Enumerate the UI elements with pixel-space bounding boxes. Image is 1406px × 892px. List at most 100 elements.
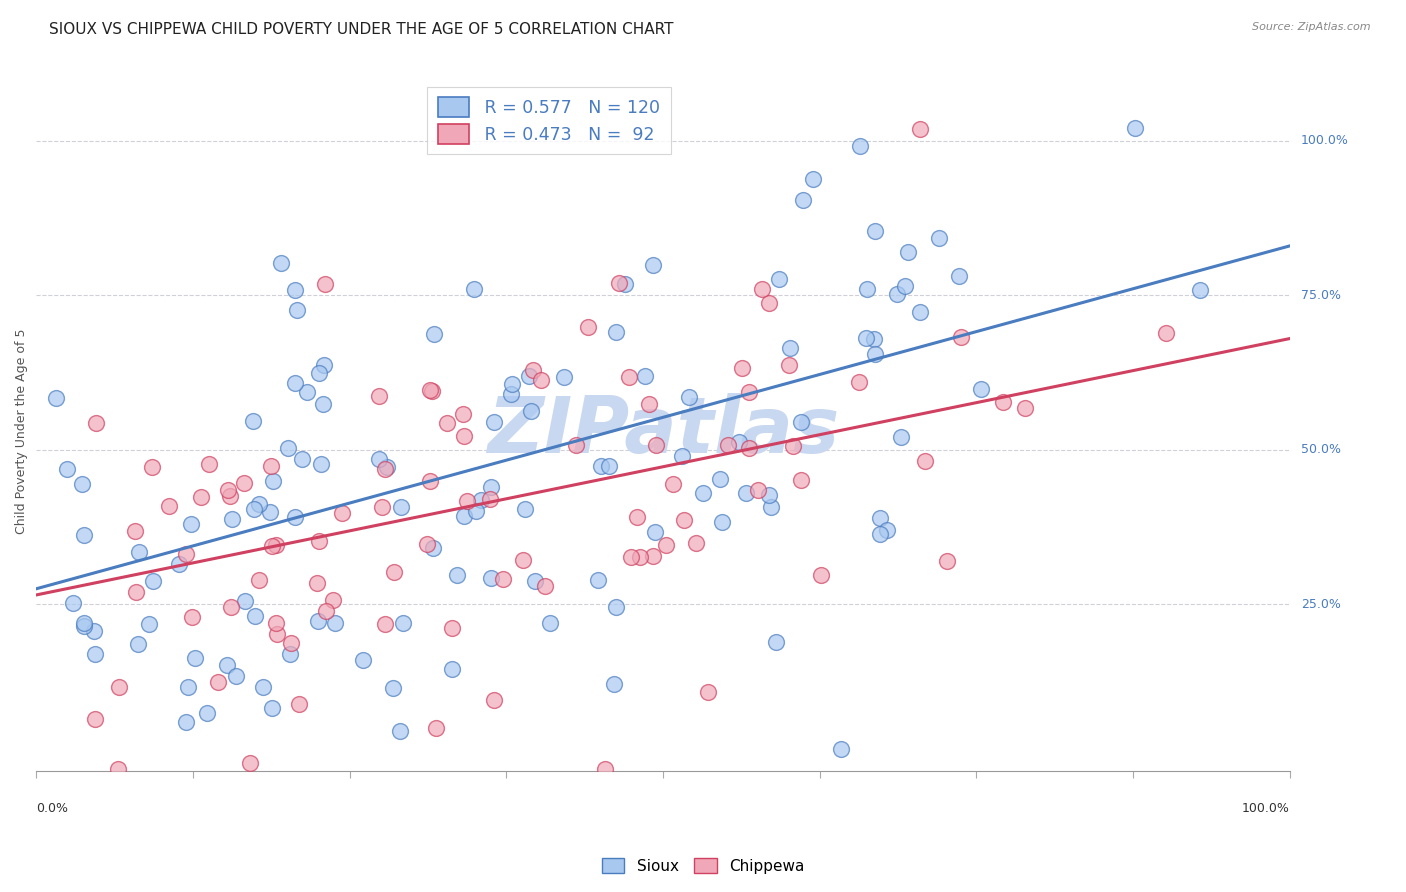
- Point: [73, 615, 96, 630]
- Point: [243, 609, 266, 624]
- Point: [848, 139, 870, 153]
- Point: [513, 502, 536, 516]
- Point: [620, 550, 643, 565]
- Point: [801, 172, 824, 186]
- Point: [586, 573, 609, 587]
- Point: [768, 272, 790, 286]
- Point: [84, 648, 107, 662]
- Point: [295, 384, 318, 399]
- Point: [415, 537, 437, 551]
- Point: [420, 384, 443, 399]
- Point: [322, 593, 344, 607]
- Point: [436, 416, 458, 430]
- Point: [524, 574, 547, 588]
- Point: [482, 415, 505, 429]
- Point: [181, 609, 204, 624]
- Point: [124, 524, 146, 539]
- Point: [517, 369, 540, 384]
- Point: [645, 438, 668, 452]
- Point: [375, 460, 398, 475]
- Point: [307, 615, 329, 629]
- Point: [280, 635, 302, 649]
- Point: [308, 366, 330, 380]
- Point: [717, 438, 740, 452]
- Point: [1154, 326, 1177, 340]
- Point: [522, 362, 544, 376]
- Point: [314, 277, 336, 291]
- Point: [84, 416, 107, 430]
- Point: [138, 617, 160, 632]
- Point: [233, 476, 256, 491]
- Point: [633, 369, 655, 384]
- Point: [392, 616, 415, 631]
- Point: [247, 574, 270, 588]
- Point: [626, 509, 648, 524]
- Point: [453, 407, 475, 421]
- Point: [456, 493, 478, 508]
- Point: [519, 404, 541, 418]
- Point: [195, 706, 218, 721]
- Point: [1014, 401, 1036, 416]
- Point: [374, 461, 396, 475]
- Point: [727, 435, 749, 450]
- Point: [446, 568, 468, 582]
- Point: [644, 525, 666, 540]
- Point: [908, 305, 931, 319]
- Point: [512, 553, 534, 567]
- Point: [278, 647, 301, 661]
- Point: [865, 347, 887, 361]
- Point: [184, 651, 207, 665]
- Point: [830, 741, 852, 756]
- Point: [128, 545, 150, 559]
- Point: [643, 258, 665, 272]
- Point: [464, 504, 486, 518]
- Point: [991, 395, 1014, 409]
- Point: [259, 505, 281, 519]
- Point: [591, 458, 613, 473]
- Point: [84, 712, 107, 726]
- Point: [641, 549, 664, 563]
- Point: [260, 458, 283, 473]
- Point: [73, 618, 96, 632]
- Point: [664, 790, 686, 805]
- Point: [765, 634, 787, 648]
- Point: [595, 762, 617, 776]
- Point: [419, 475, 441, 489]
- Point: [738, 384, 761, 399]
- Point: [284, 283, 307, 297]
- Point: [711, 516, 734, 530]
- Point: [174, 547, 197, 561]
- Text: 25.0%: 25.0%: [1301, 598, 1341, 611]
- Point: [876, 524, 898, 538]
- Point: [219, 599, 242, 614]
- Point: [242, 414, 264, 428]
- Point: [538, 615, 561, 630]
- Point: [869, 511, 891, 525]
- Text: 75.0%: 75.0%: [1301, 289, 1341, 301]
- Point: [789, 415, 811, 429]
- Point: [440, 621, 463, 635]
- Point: [219, 489, 242, 503]
- Point: [142, 574, 165, 589]
- Point: [440, 662, 463, 676]
- Point: [62, 596, 84, 610]
- Legend: Sioux, Chippewa: Sioux, Chippewa: [595, 852, 811, 880]
- Point: [936, 554, 959, 568]
- Point: [367, 451, 389, 466]
- Point: [914, 454, 936, 468]
- Point: [751, 282, 773, 296]
- Point: [94, 813, 117, 827]
- Point: [501, 386, 523, 401]
- Point: [247, 497, 270, 511]
- Text: 50.0%: 50.0%: [1301, 443, 1341, 456]
- Point: [453, 429, 475, 443]
- Point: [235, 840, 257, 855]
- Point: [779, 341, 801, 355]
- Text: 0.0%: 0.0%: [37, 802, 69, 814]
- Point: [671, 449, 693, 463]
- Point: [576, 320, 599, 334]
- Point: [862, 332, 884, 346]
- Point: [948, 268, 970, 283]
- Point: [792, 194, 814, 208]
- Point: [855, 331, 877, 345]
